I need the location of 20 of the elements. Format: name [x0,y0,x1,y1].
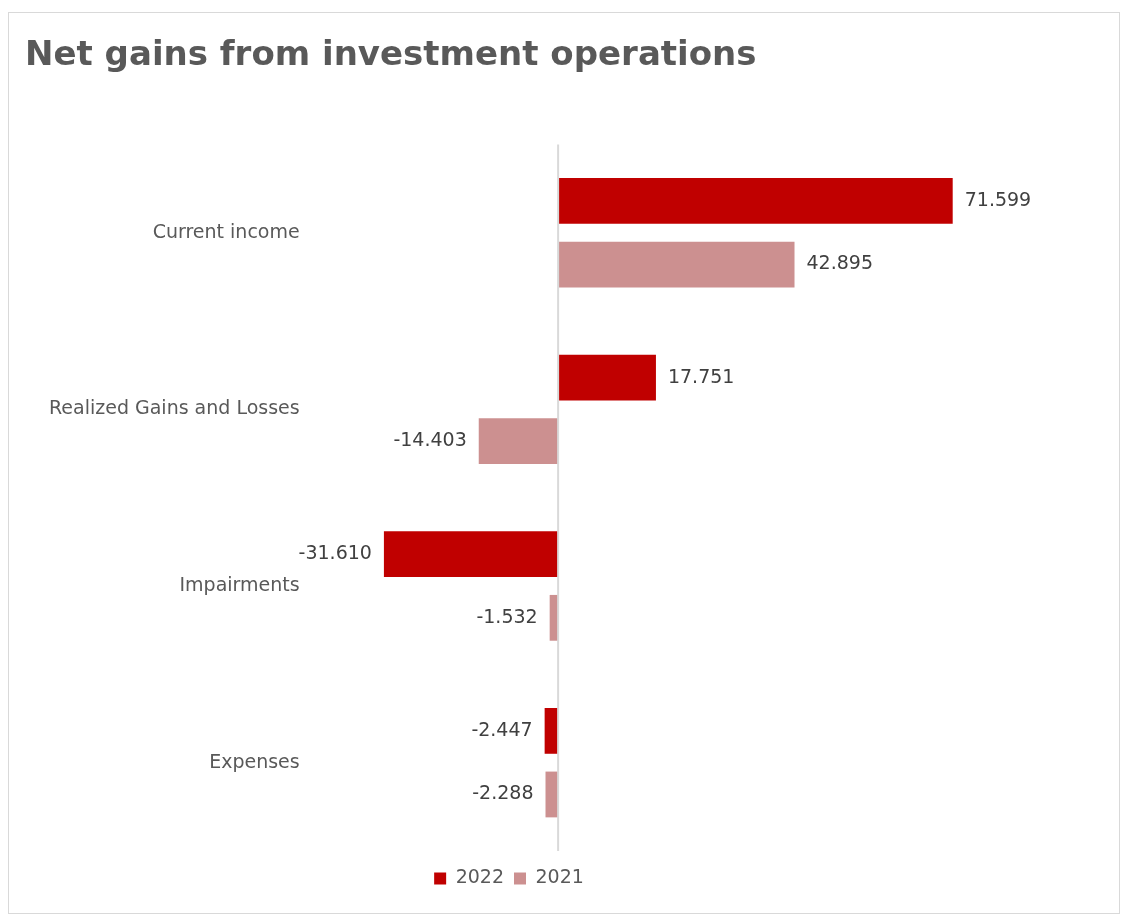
bar [558,178,953,224]
data-label: 71.599 [964,187,1032,210]
data-label: -1.532 [476,604,538,627]
data-label: -14.403 [393,428,467,451]
data-label: -31.610 [298,541,372,564]
y-tick-label: Realized Gains and Losses [48,396,300,419]
bar [558,354,656,401]
data-label: 42.895 [806,251,873,274]
bar [478,418,559,465]
legend-label: 2021 [535,865,584,888]
data-label: -2.288 [472,781,534,804]
chart-title: Net gains from investment operations [25,33,757,73]
legend-label: 2022 [455,865,505,888]
data-label: -2.447 [471,717,533,740]
y-tick-label: Impairments [179,572,300,595]
bar [558,241,795,288]
data-label: 17.751 [667,364,735,387]
y-tick-label: Expenses [209,749,300,772]
bar [383,531,559,578]
y-tick-label: Current income [152,219,300,242]
